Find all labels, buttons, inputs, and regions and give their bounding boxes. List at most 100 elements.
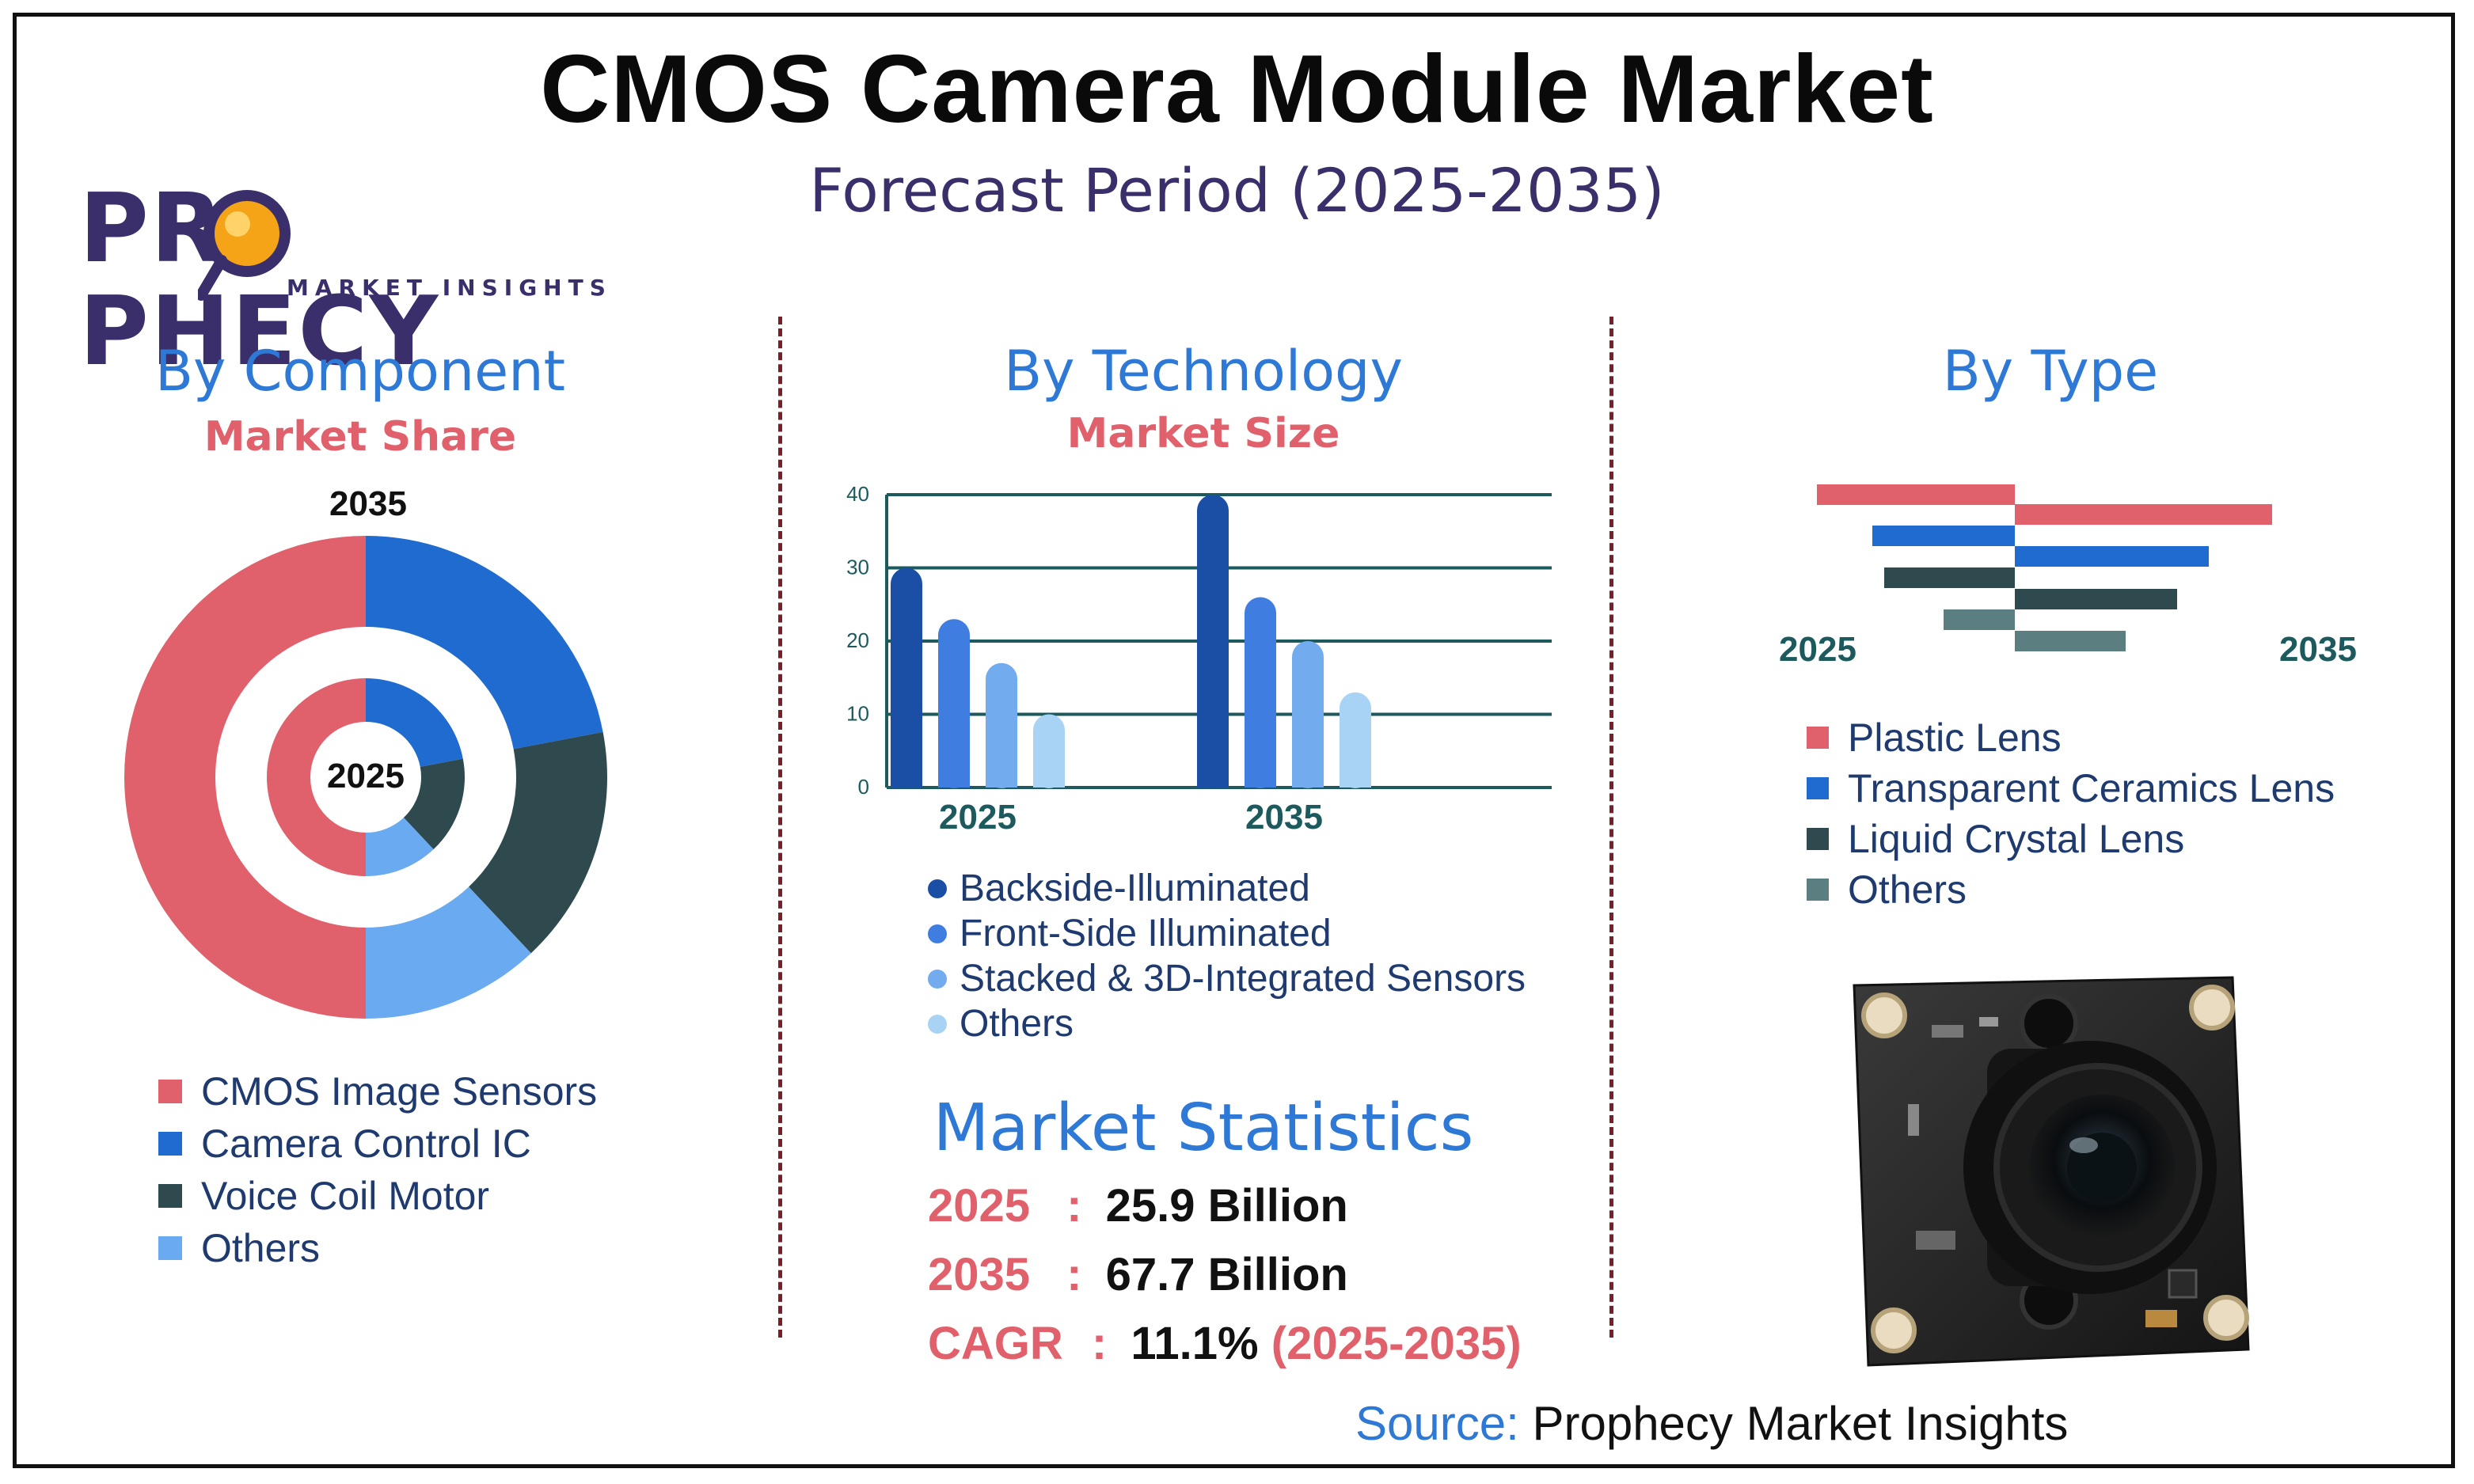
- logo-wordmark: PRPHECY: [79, 174, 440, 387]
- stat-row-2035: 2035 : 67.7 Billion: [928, 1248, 1348, 1301]
- bar-base: [938, 772, 970, 788]
- donut-slice-2035-1: [124, 536, 366, 1019]
- legend-item: Stacked & 3D-Integrated Sensors: [928, 956, 1526, 1001]
- bar-2035-1: [1197, 495, 1229, 788]
- bar-2035-3: [1292, 641, 1324, 788]
- donut-center-year-label: 2025: [327, 757, 405, 795]
- bar-base: [1197, 772, 1229, 788]
- type-bar-left-1: [1817, 484, 2015, 505]
- legend-dot: [928, 969, 947, 989]
- bar-2025-1: [891, 567, 922, 788]
- x-tick-label: 2035: [1245, 798, 1323, 831]
- stat-value: 11.1%: [1131, 1318, 1259, 1369]
- bar-2025-3: [986, 662, 1017, 788]
- bar-base: [1292, 772, 1324, 788]
- source-line: Source: Prophecy Market Insights: [1355, 1396, 2068, 1451]
- magnifier-icon: [198, 190, 291, 301]
- donut-slice-2035-2: [366, 536, 603, 750]
- donut-slice-2025-2: [366, 678, 463, 767]
- bar-base: [1245, 772, 1276, 788]
- legend-item: Others: [928, 1001, 1526, 1046]
- type-bar-right-1: [2015, 504, 2272, 525]
- legend-dot: [928, 879, 947, 898]
- stat-colon: :: [1091, 1318, 1108, 1369]
- stat-row-2025: 2025 : 25.9 Billion: [928, 1179, 1348, 1232]
- y-tick-label: 20: [846, 628, 869, 652]
- legend-dot: [928, 924, 947, 943]
- legend-item: Liquid Crystal Lens: [1807, 814, 2335, 864]
- stat-range: (2025-2035): [1271, 1318, 1522, 1369]
- legend-swatch: [1807, 777, 1829, 799]
- type-bar-left-3: [1884, 567, 2015, 588]
- technology-legend: Backside-Illuminated Front-Side Illumina…: [928, 866, 1526, 1046]
- y-tick-label: 0: [858, 775, 869, 799]
- legend-swatch: [1807, 828, 1829, 850]
- type-section-title: By Type: [1942, 339, 2159, 404]
- type-butterfly-chart: 2025 2035: [1779, 484, 2357, 665]
- legend-label: Others: [960, 1003, 1074, 1045]
- legend-item: Voice Coil Motor: [158, 1170, 597, 1222]
- component-section-subtitle: Market Share: [203, 413, 517, 461]
- technology-bar-chart: 0 10 20 30 40 2025 2035: [846, 482, 1552, 831]
- source-text: Prophecy Market Insights: [1532, 1397, 2069, 1450]
- legend-item: Plastic Lens: [1807, 712, 2335, 763]
- brand-logo: PRPHECY MARKET INSIGHTS: [79, 178, 618, 384]
- type-legend: Plastic Lens Transparent Ceramics Lens L…: [1807, 712, 2335, 915]
- bar-2025-4: [1033, 714, 1065, 788]
- bar-base: [891, 772, 922, 788]
- source-label: Source:: [1355, 1397, 1519, 1450]
- legend-item: Front-Side Illuminated: [928, 911, 1526, 956]
- legend-label: Others: [1848, 867, 1967, 912]
- legend-swatch: [158, 1080, 182, 1103]
- component-legend: CMOS Image Sensors Camera Control IC Voi…: [158, 1065, 597, 1274]
- stat-key: 2025: [928, 1180, 1031, 1232]
- technology-section-title: By Technology: [1004, 339, 1403, 404]
- legend-swatch: [1807, 879, 1829, 901]
- type-bar-right-3: [2015, 589, 2177, 609]
- divider-right: [1609, 317, 1613, 1338]
- legend-label: Voice Coil Motor: [201, 1174, 490, 1218]
- stat-key: CAGR: [928, 1318, 1063, 1369]
- legend-swatch: [158, 1236, 182, 1260]
- type-bar-right-4: [2015, 631, 2126, 651]
- component-donut-chart: [124, 536, 608, 1019]
- legend-dot: [928, 1014, 947, 1034]
- stat-value: 25.9 Billion: [1105, 1180, 1348, 1232]
- donut-slice-2025-3: [403, 758, 465, 850]
- legend-label: Transparent Ceramics Lens: [1848, 766, 2335, 810]
- donut-slice-2025-4: [366, 818, 434, 876]
- donut-outer-year-label: 2035: [329, 484, 407, 523]
- legend-item: Others: [158, 1222, 597, 1274]
- type-bar-left-4: [1944, 609, 2015, 630]
- bar-base: [1033, 772, 1065, 788]
- page-subtitle: Forecast Period (2025-2035): [809, 155, 1665, 226]
- statistics-title: Market Statistics: [933, 1091, 1474, 1166]
- logo-tagline: MARKET INSIGHTS: [287, 275, 612, 301]
- stat-colon: :: [1066, 1180, 1082, 1232]
- x-tick-label: 2025: [939, 798, 1017, 831]
- legend-item: Others: [1807, 864, 2335, 915]
- component-section-title: By Component: [154, 339, 566, 404]
- donut-slice-2035-3: [469, 731, 608, 954]
- technology-section-subtitle: Market Size: [1066, 410, 1340, 457]
- page-title: CMOS Camera Module Market: [540, 35, 1934, 142]
- legend-item: CMOS Image Sensors: [158, 1065, 597, 1118]
- stat-row-cagr: CAGR : 11.1% (2025-2035): [928, 1317, 1522, 1370]
- legend-label: Backside-Illuminated: [960, 867, 1310, 909]
- bar-2025-2: [938, 619, 970, 788]
- bar-2035-4: [1340, 692, 1371, 788]
- legend-swatch: [158, 1132, 182, 1156]
- camera-module-photo: [1853, 976, 2250, 1367]
- bar-base: [1340, 772, 1371, 788]
- legend-label: Others: [201, 1226, 321, 1270]
- stat-colon: :: [1066, 1249, 1082, 1300]
- stat-key: 2035: [928, 1249, 1031, 1300]
- legend-label: CMOS Image Sensors: [201, 1069, 598, 1114]
- type-bar-right-2: [2015, 546, 2209, 567]
- legend-swatch: [1807, 727, 1829, 749]
- legend-swatch: [158, 1184, 182, 1208]
- legend-label: Camera Control IC: [201, 1122, 531, 1166]
- y-tick-label: 10: [846, 702, 869, 726]
- left-year-label: 2025: [1779, 630, 1856, 665]
- y-tick-label: 40: [846, 482, 869, 506]
